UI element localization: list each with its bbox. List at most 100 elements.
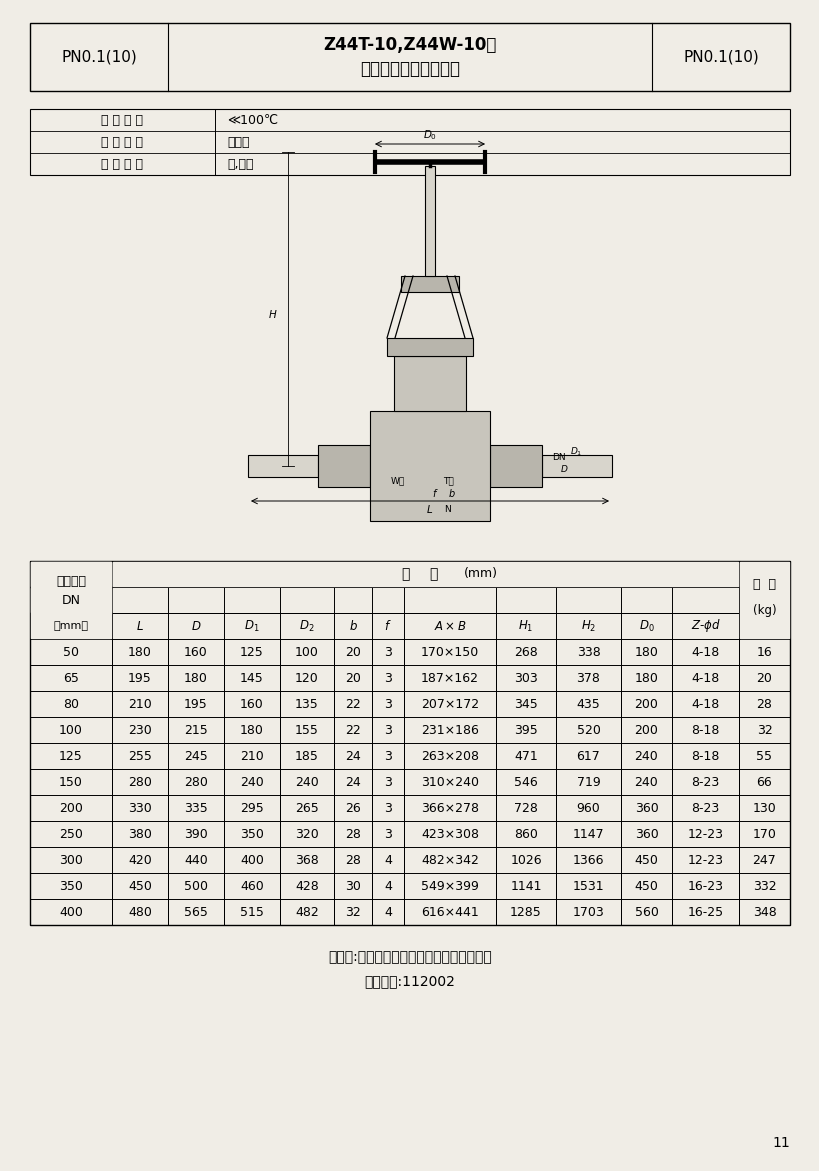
Text: DN: DN	[61, 594, 80, 607]
Text: 719: 719	[576, 775, 600, 788]
Text: 263×208: 263×208	[420, 749, 478, 762]
Text: 180: 180	[240, 724, 264, 737]
Text: 3: 3	[383, 671, 391, 685]
Text: 420: 420	[128, 854, 152, 867]
Text: 240: 240	[295, 775, 319, 788]
Bar	[30, 561, 112, 639]
Text: $f$: $f$	[384, 619, 391, 634]
Bar	[30, 109, 789, 174]
Text: 20: 20	[345, 645, 360, 658]
Bar	[424, 166, 434, 276]
Text: 860: 860	[514, 828, 537, 841]
Text: PN0.1(10): PN0.1(10)	[682, 49, 758, 64]
Text: 28: 28	[756, 698, 771, 711]
Text: 1285: 1285	[509, 905, 541, 918]
Text: 4: 4	[383, 854, 391, 867]
Text: $A\times B$: $A\times B$	[433, 619, 466, 632]
Text: 3: 3	[383, 749, 391, 762]
Text: 207×172: 207×172	[420, 698, 478, 711]
Text: 390: 390	[184, 828, 208, 841]
Text: N: N	[444, 505, 450, 514]
Bar	[369, 411, 490, 521]
Text: 210: 210	[240, 749, 264, 762]
Text: 66: 66	[756, 775, 771, 788]
Text: 1147: 1147	[572, 828, 604, 841]
Text: 3: 3	[383, 801, 391, 815]
Text: $H_1$: $H_1$	[518, 618, 533, 634]
Text: 4: 4	[383, 879, 391, 892]
Text: 3: 3	[383, 698, 391, 711]
Text: 135: 135	[295, 698, 319, 711]
Text: 灰铸铁: 灰铸铁	[227, 136, 249, 149]
Text: 960: 960	[576, 801, 600, 815]
Text: 32: 32	[345, 905, 360, 918]
Text: 280: 280	[128, 775, 152, 788]
Text: (kg): (kg)	[752, 604, 776, 617]
Text: $D$: $D$	[559, 463, 568, 473]
Text: 345: 345	[514, 698, 537, 711]
Text: 阀 体 材 料: 阀 体 材 料	[102, 136, 143, 149]
Text: 245: 245	[184, 749, 208, 762]
Text: 210: 210	[128, 698, 152, 711]
Text: PN0.1(10): PN0.1(10)	[61, 49, 137, 64]
Text: 240: 240	[240, 775, 264, 788]
Text: 378: 378	[576, 671, 600, 685]
Text: $L$: $L$	[136, 619, 144, 632]
Bar	[490, 445, 541, 487]
Text: 200: 200	[59, 801, 83, 815]
Text: 295: 295	[240, 801, 264, 815]
Text: 170×150: 170×150	[420, 645, 478, 658]
Text: $H$: $H$	[268, 308, 278, 320]
Text: 320: 320	[295, 828, 319, 841]
Text: 215: 215	[184, 724, 208, 737]
Text: 616×441: 616×441	[421, 905, 478, 918]
Text: 360: 360	[634, 828, 658, 841]
Text: 482×342: 482×342	[420, 854, 478, 867]
Text: $Z$-$\phi d$: $Z$-$\phi d$	[690, 617, 720, 635]
Text: 制造厂:铁岭阀门厂（辽宁省铁岭市銀州区）: 制造厂:铁岭阀门厂（辽宁省铁岭市銀州区）	[328, 950, 491, 964]
Text: 160: 160	[184, 645, 208, 658]
Text: 310×240: 310×240	[420, 775, 478, 788]
Text: 395: 395	[514, 724, 537, 737]
Text: 185: 185	[295, 749, 319, 762]
Text: T型: T型	[442, 477, 453, 486]
Text: 16-25: 16-25	[686, 905, 722, 918]
Text: 3: 3	[383, 724, 391, 737]
Text: 水,蜘汽: 水,蜘汽	[227, 158, 253, 171]
Text: 适 用 介 质: 适 用 介 质	[102, 158, 143, 171]
Text: $D$: $D$	[191, 619, 201, 632]
Text: $D_2$: $D_2$	[299, 618, 314, 634]
Text: $H_2$: $H_2$	[580, 618, 595, 634]
Text: 1366: 1366	[572, 854, 604, 867]
Text: (mm): (mm)	[463, 568, 497, 581]
Text: 350: 350	[59, 879, 83, 892]
Text: 348: 348	[752, 905, 776, 918]
Text: 366×278: 366×278	[420, 801, 478, 815]
Text: $f$: $f$	[431, 487, 438, 499]
Text: 11: 11	[771, 1136, 789, 1150]
Text: 230: 230	[128, 724, 152, 737]
Text: 435: 435	[576, 698, 600, 711]
Bar	[400, 276, 459, 292]
Text: 130: 130	[752, 801, 776, 815]
Text: 26: 26	[345, 801, 360, 815]
Text: 55: 55	[756, 749, 771, 762]
Text: 邮政编码:112002: 邮政编码:112002	[364, 974, 455, 988]
Text: 1531: 1531	[572, 879, 604, 892]
Bar	[30, 561, 789, 925]
Text: Z44T-10,Z44W-10型: Z44T-10,Z44W-10型	[323, 36, 496, 54]
Text: 4: 4	[383, 905, 391, 918]
Text: 尺: 尺	[400, 567, 410, 581]
Text: 4-18: 4-18	[690, 671, 719, 685]
Text: 30: 30	[345, 879, 360, 892]
Text: 寸: 寸	[429, 567, 437, 581]
Text: 145: 145	[240, 671, 264, 685]
Text: 125: 125	[59, 749, 83, 762]
Text: 560: 560	[634, 905, 658, 918]
Text: 160: 160	[240, 698, 264, 711]
Text: 100: 100	[59, 724, 83, 737]
Text: 195: 195	[184, 698, 208, 711]
Text: 180: 180	[128, 645, 152, 658]
Text: 460: 460	[240, 879, 264, 892]
Text: 28: 28	[345, 828, 360, 841]
